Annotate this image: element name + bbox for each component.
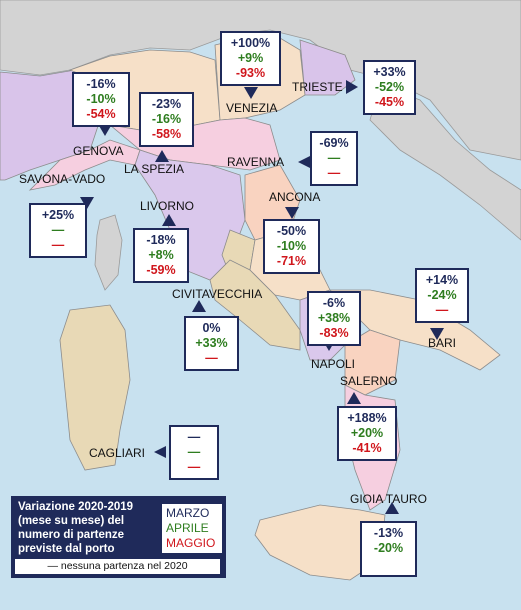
venezia-maggio: -93% <box>235 66 266 80</box>
la-spezia-marzo: -23% <box>151 97 182 111</box>
bari-maggio: — <box>435 303 449 317</box>
port-label-la-spezia: LA SPEZIA <box>124 162 185 176</box>
napoli-marzo: -6% <box>322 296 346 310</box>
marker-genova <box>98 124 112 136</box>
bari-aprile: -24% <box>427 288 457 302</box>
port-label-genova: GENOVA <box>73 144 124 158</box>
civitavecchia-aprile: +33% <box>195 336 228 350</box>
marker-civitavecchia <box>192 300 206 312</box>
port-box-gioia-tauro: -13% -20% <box>360 521 417 577</box>
savona-marzo: +25% <box>41 208 75 222</box>
civitavecchia-maggio: — <box>205 351 218 365</box>
port-box-venezia: +100% +9% -93% <box>220 31 281 86</box>
port-markers <box>80 80 444 514</box>
la-spezia-aprile: -16% <box>151 112 182 126</box>
marker-gioia-tauro <box>385 502 399 514</box>
port-label-gioia-tauro: GIOIA TAURO <box>350 492 427 506</box>
port-label-ancona: ANCONA <box>269 190 321 204</box>
marker-venezia <box>244 87 258 99</box>
port-label-napoli: NAPOLI <box>311 357 356 371</box>
port-label-savona: SAVONA-VADO <box>19 172 106 186</box>
legend: Variazione 2020-2019 (mese su mese) del … <box>11 496 226 578</box>
bari-marzo: +14% <box>425 273 459 287</box>
marker-bari <box>430 328 444 340</box>
civitavecchia-marzo: 0% <box>202 321 221 335</box>
genova-aprile: -10% <box>86 92 116 106</box>
port-box-civitavecchia: 0% +33% — <box>184 316 239 371</box>
region-sardegna <box>59 304 131 471</box>
legend-aprile: APRILE <box>166 521 209 535</box>
port-box-cagliari: — — — <box>169 425 219 480</box>
marker-ancona <box>285 207 299 219</box>
port-box-napoli: -6% +38% -83% <box>307 291 361 346</box>
port-box-savona: +25% — — <box>29 203 87 258</box>
marker-savona <box>80 197 94 209</box>
balkan-coast <box>369 84 521 241</box>
port-box-trieste: +33% -52% -45% <box>363 60 416 115</box>
port-label-cagliari: CAGLIARI <box>89 446 146 460</box>
corsica <box>94 214 123 291</box>
genova-maggio: -54% <box>86 107 116 121</box>
legend-maggio: MAGGIO <box>166 536 216 550</box>
marker-trieste <box>346 80 358 94</box>
port-box-salerno: +188% +20% -41% <box>337 406 397 461</box>
port-box-bari: +14% -24% — <box>415 268 469 323</box>
port-box-ancona: -50% -10% -71% <box>263 219 320 274</box>
region-lazio <box>209 259 301 351</box>
savona-aprile: — <box>51 223 65 237</box>
marker-ravenna <box>298 156 310 168</box>
savona-maggio: — <box>51 238 65 252</box>
salerno-marzo: +188% <box>347 411 387 425</box>
trieste-maggio: -45% <box>374 95 405 109</box>
port-label-livorno: LIVORNO <box>140 199 195 213</box>
legend-title: Variazione 2020-2019 (mese su mese) del … <box>18 501 134 555</box>
ancona-marzo: -50% <box>276 224 307 238</box>
cagliari-marzo: — <box>187 430 201 444</box>
genova-marzo: -16% <box>86 77 116 91</box>
legend-months: MARZO APRILE MAGGIO <box>162 504 222 553</box>
port-box-livorno: -18% +8% -59% <box>133 228 189 283</box>
cagliari-aprile: — <box>187 445 201 459</box>
gioia-tauro-marzo: -13% <box>373 526 404 540</box>
salerno-maggio: -41% <box>352 441 382 455</box>
venezia-marzo: +100% <box>230 36 271 50</box>
livorno-aprile: +8% <box>148 248 174 262</box>
ancona-maggio: -71% <box>276 254 307 268</box>
port-label-trieste: TRIESTE <box>292 80 343 94</box>
port-label-civitavecchia: CIVITAVECCHIA <box>172 287 263 301</box>
port-label-venezia: VENEZIA <box>226 101 278 115</box>
port-box-la-spezia: -23% -16% -58% <box>139 92 194 147</box>
ancona-aprile: -10% <box>276 239 307 253</box>
marker-la-spezia <box>155 150 169 162</box>
la-spezia-maggio: -58% <box>151 127 182 141</box>
salerno-aprile: +20% <box>350 426 384 440</box>
region-puglia <box>329 289 501 371</box>
cagliari-maggio: — <box>187 460 201 474</box>
ravenna-aprile: — <box>327 151 341 165</box>
gioia-tauro-aprile: -20% <box>373 541 404 555</box>
region-liguria <box>28 139 141 191</box>
trieste-marzo: +33% <box>373 65 406 79</box>
region-friuli <box>299 39 356 96</box>
ravenna-marzo: -69% <box>319 136 349 150</box>
port-box-ravenna: -69% — — <box>310 131 358 186</box>
napoli-maggio: -83% <box>319 326 349 340</box>
trieste-aprile: -52% <box>374 80 405 94</box>
marker-cagliari <box>154 446 166 458</box>
livorno-maggio: -59% <box>146 263 176 277</box>
port-box-genova: -16% -10% -54% <box>72 72 130 127</box>
port-label-salerno: SALERNO <box>340 374 398 388</box>
ravenna-maggio: — <box>327 166 341 180</box>
legend-marzo: MARZO <box>166 506 210 520</box>
legend-note: — nessuna partenza nel 2020 <box>15 559 220 574</box>
marker-salerno <box>347 392 361 404</box>
port-label-ravenna: RAVENNA <box>227 155 285 169</box>
livorno-marzo: -18% <box>146 233 176 247</box>
port-label-bari: BARI <box>428 336 457 350</box>
marker-livorno <box>162 214 176 226</box>
venezia-aprile: +9% <box>237 51 264 65</box>
napoli-aprile: +38% <box>317 311 351 325</box>
neighbour-countries <box>0 0 521 161</box>
